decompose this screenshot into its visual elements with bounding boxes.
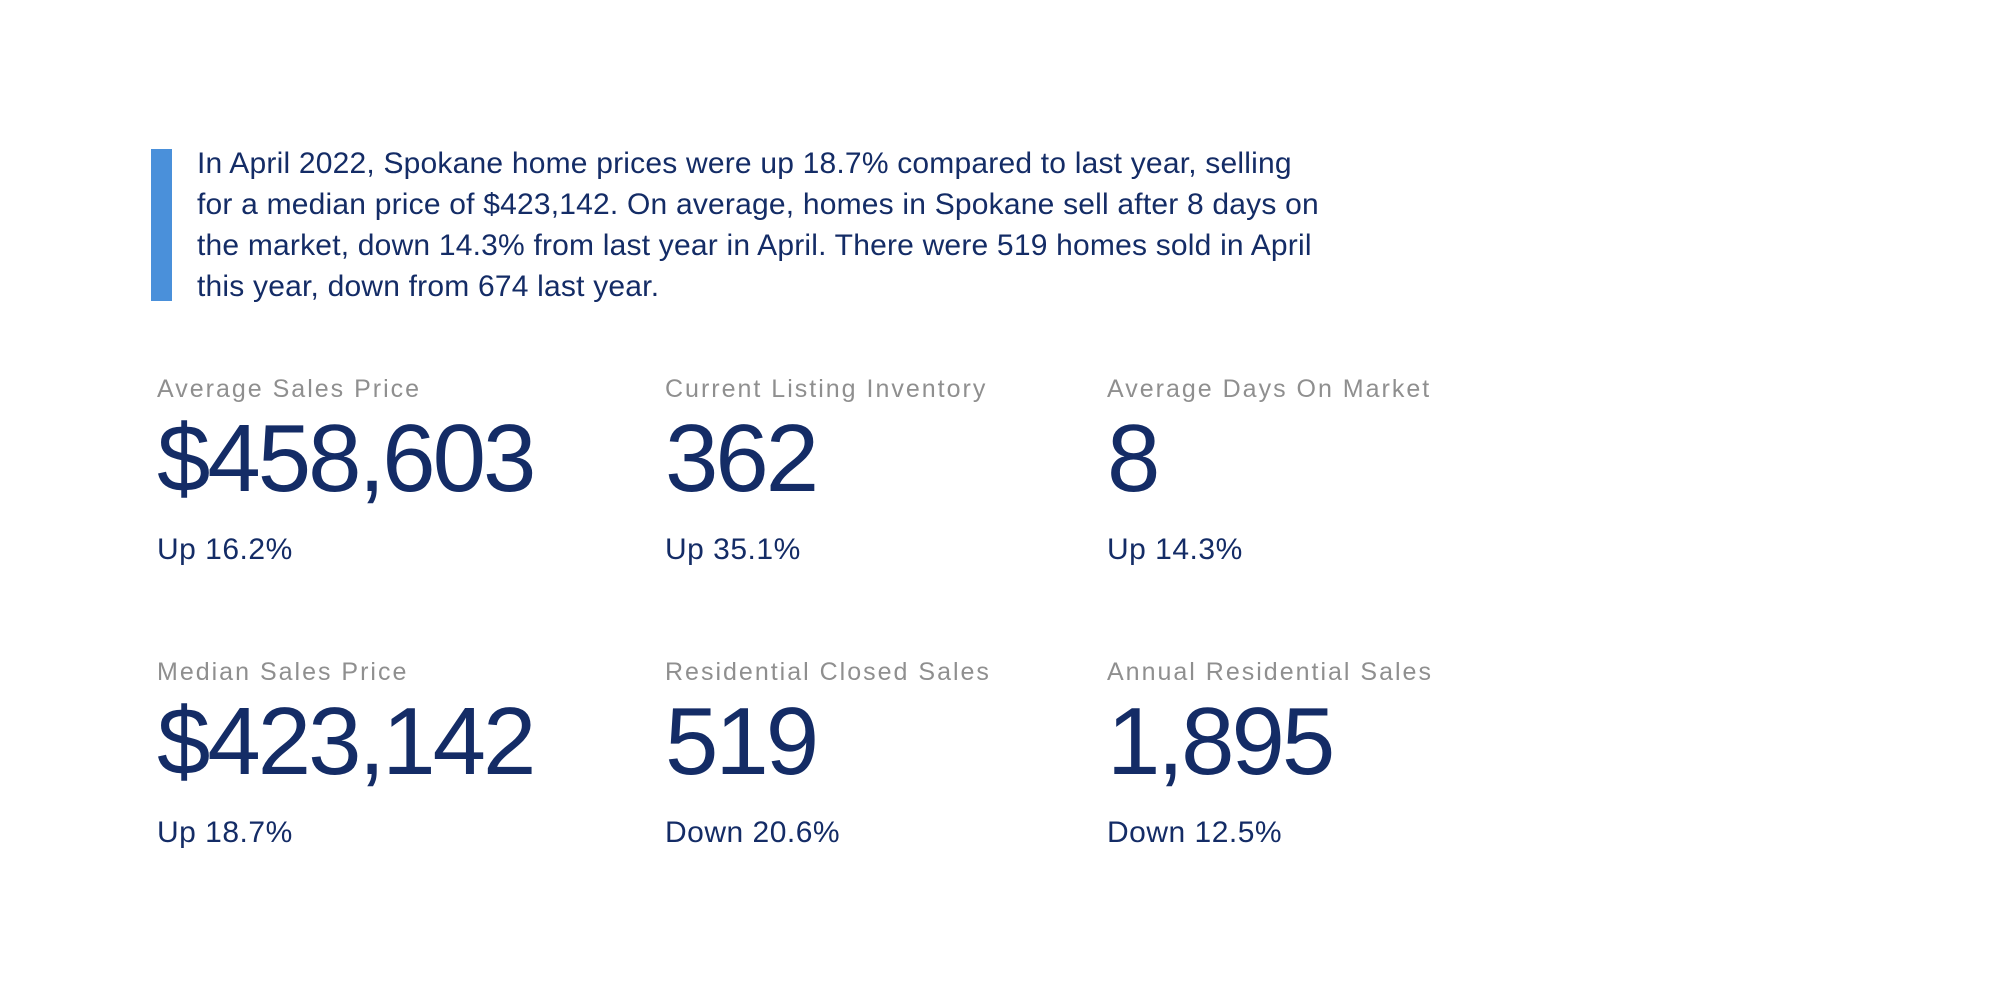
summary-line-1: In April 2022, Spokane home prices were …	[197, 147, 1292, 180]
stat-card-average-days-on-market: Average Days On Market 8 Up 14.3%	[1107, 375, 1627, 567]
summary-line-2: for a median price of $423,142. On avera…	[197, 188, 1319, 221]
stat-value: 8	[1107, 405, 1160, 512]
stat-value: 519	[665, 688, 819, 795]
market-summary-quote: In April 2022, Spokane home prices were …	[151, 143, 1319, 307]
summary-line-3: the market, down 14.3% from last year in…	[197, 229, 1312, 262]
stat-card-current-listing-inventory: Current Listing Inventory 362 Up 35.1%	[665, 375, 1107, 567]
stat-value: $423,142	[157, 688, 536, 795]
stat-card-annual-residential-sales: Annual Residential Sales 1,895 Down 12.5…	[1107, 658, 1627, 850]
stat-label: Median Sales Price	[157, 658, 409, 686]
stat-change: Down 20.6%	[665, 816, 841, 849]
stat-card-average-sales-price: Average Sales Price $458,603 Up 16.2%	[157, 375, 665, 567]
stat-card-median-sales-price: Median Sales Price $423,142 Up 18.7%	[157, 658, 665, 850]
market-stats-grid: Average Sales Price $458,603 Up 16.2% Cu…	[157, 375, 1627, 850]
stat-change: Up 16.2%	[157, 533, 293, 566]
stat-value: 1,895	[1107, 688, 1335, 795]
stat-change: Up 18.7%	[157, 816, 293, 849]
stat-change: Up 14.3%	[1107, 533, 1243, 566]
stat-value: 362	[665, 405, 819, 512]
stat-value: $458,603	[157, 405, 536, 512]
stat-label: Current Listing Inventory	[665, 375, 988, 403]
quote-accent-bar	[151, 149, 172, 301]
market-summary-text: In April 2022, Spokane home prices were …	[197, 143, 1319, 307]
stat-card-residential-closed-sales: Residential Closed Sales 519 Down 20.6%	[665, 658, 1107, 850]
stat-label: Average Days On Market	[1107, 375, 1432, 403]
stat-change: Down 12.5%	[1107, 816, 1283, 849]
stat-label: Annual Residential Sales	[1107, 658, 1433, 686]
stat-label: Average Sales Price	[157, 375, 422, 403]
stat-label: Residential Closed Sales	[665, 658, 991, 686]
stat-change: Up 35.1%	[665, 533, 801, 566]
summary-line-4: this year, down from 674 last year.	[197, 270, 660, 303]
